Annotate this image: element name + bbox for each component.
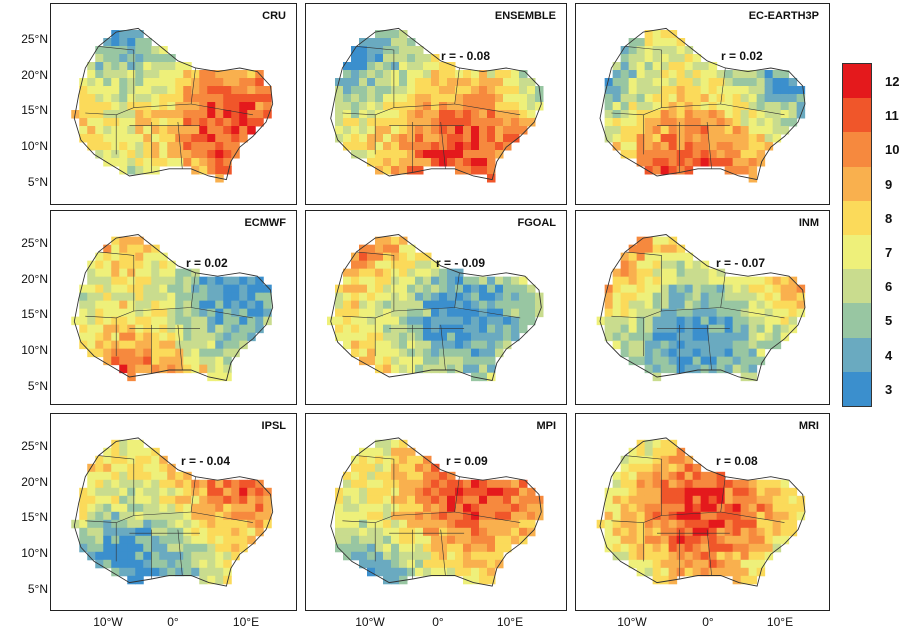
lat-tick: 5°N (27, 582, 48, 596)
lat-tick: 15°N (21, 103, 48, 117)
lat-tick: 20°N (21, 475, 48, 489)
lat-tick: 15°N (21, 307, 48, 321)
panel-title: IPSL (261, 420, 286, 432)
lon-tick: 10°W (355, 615, 385, 629)
map-panel-fgoal: FGOAL r = - 0.09 (305, 210, 567, 405)
legend-swatch (843, 303, 871, 338)
legend-label: 12 (885, 74, 900, 89)
lon-tick: 10°E (496, 615, 524, 629)
correlation-label: r = - 0.07 (716, 256, 766, 270)
map-panel-ipsl: IPSL r = - 0.04 (50, 413, 297, 611)
legend-label: 6 (885, 279, 893, 295)
lon-tick: 10°W (93, 615, 123, 629)
legend-swatch (843, 166, 871, 201)
lat-tick: 25°N (21, 236, 48, 250)
lat-tick: 20°N (21, 68, 48, 82)
map-graphic (330, 27, 544, 183)
legend-swatch (843, 371, 871, 406)
legend-swatch (843, 132, 871, 167)
lon-tick: 10°E (232, 615, 260, 629)
legend-swatch (843, 269, 871, 304)
lat-tick: 15°N (21, 510, 48, 524)
lon-tick: 0° (167, 615, 179, 629)
legend-label: 9 (885, 176, 893, 192)
panel-title: MPI (536, 420, 556, 432)
lat-tick: 10°N (21, 546, 48, 560)
color-legend (842, 63, 872, 407)
correlation-label: r = 0.09 (446, 454, 488, 468)
panel-title: INM (798, 217, 819, 229)
legend-swatch (843, 64, 871, 99)
panel-title: ECMWF (244, 217, 286, 229)
lon-tick: 0° (702, 615, 714, 629)
legend-swatch (843, 98, 871, 133)
map-graphic (71, 234, 274, 382)
legend-label: 5 (885, 313, 893, 329)
legend-label: 11 (885, 108, 899, 124)
map-panel-inm: INM r = - 0.07 (575, 210, 830, 405)
lat-tick: 25°N (21, 32, 48, 46)
legend-label: 8 (885, 210, 893, 226)
panel-title: EC-EARTH3P (748, 10, 819, 22)
legend-swatch (843, 337, 871, 372)
lon-tick: 0° (432, 615, 444, 629)
legend-label: 4 (885, 347, 893, 363)
map-panel-mri: MRI r = 0.08 (575, 413, 830, 611)
lon-tick: 10°W (617, 615, 647, 629)
lat-tick: 10°N (21, 139, 48, 153)
lat-tick: 10°N (21, 343, 48, 357)
map-graphic (327, 234, 544, 382)
map-panel-mpi: MPI r = 0.09 (305, 413, 567, 611)
lat-tick: 25°N (21, 439, 48, 453)
panel-title: CRU (262, 10, 286, 22)
map-graphic (71, 437, 274, 587)
lon-tick: 10°E (766, 615, 794, 629)
map-panel-ecmwf: ECMWF r = 0.02 (50, 210, 297, 405)
legend-swatch (843, 200, 871, 235)
legend-label: 10 (885, 142, 900, 158)
map-graphic (330, 437, 544, 587)
map-panel-ec-earth3p: EC-EARTH3P r = 0.02 (575, 3, 830, 205)
panel-title: FGOAL (517, 217, 557, 229)
legend-label: 7 (885, 245, 893, 260)
lat-tick: 5°N (27, 175, 48, 189)
panel-title: ENSEMBLE (494, 10, 556, 22)
lat-tick: 20°N (21, 272, 48, 286)
map-graphic (599, 27, 806, 183)
correlation-label: r = - 0.09 (436, 256, 486, 270)
map-panel-ensemble: ENSEMBLE r = - 0.08 (305, 3, 567, 205)
map-graphic (596, 437, 806, 587)
correlation-label: r = 0.08 (716, 454, 758, 468)
correlation-label: r = 0.02 (186, 256, 228, 270)
map-panel-cru: CRU (50, 3, 297, 205)
panel-title: MRI (798, 420, 819, 432)
correlation-label: r = 0.02 (721, 49, 763, 63)
correlation-label: r = - 0.08 (441, 49, 491, 63)
legend-swatch (843, 235, 871, 270)
legend-label: 3 (885, 381, 893, 397)
map-graphic (596, 234, 806, 382)
map-graphic (71, 27, 274, 183)
lat-tick: 5°N (27, 379, 48, 393)
correlation-label: r = - 0.04 (181, 454, 231, 468)
